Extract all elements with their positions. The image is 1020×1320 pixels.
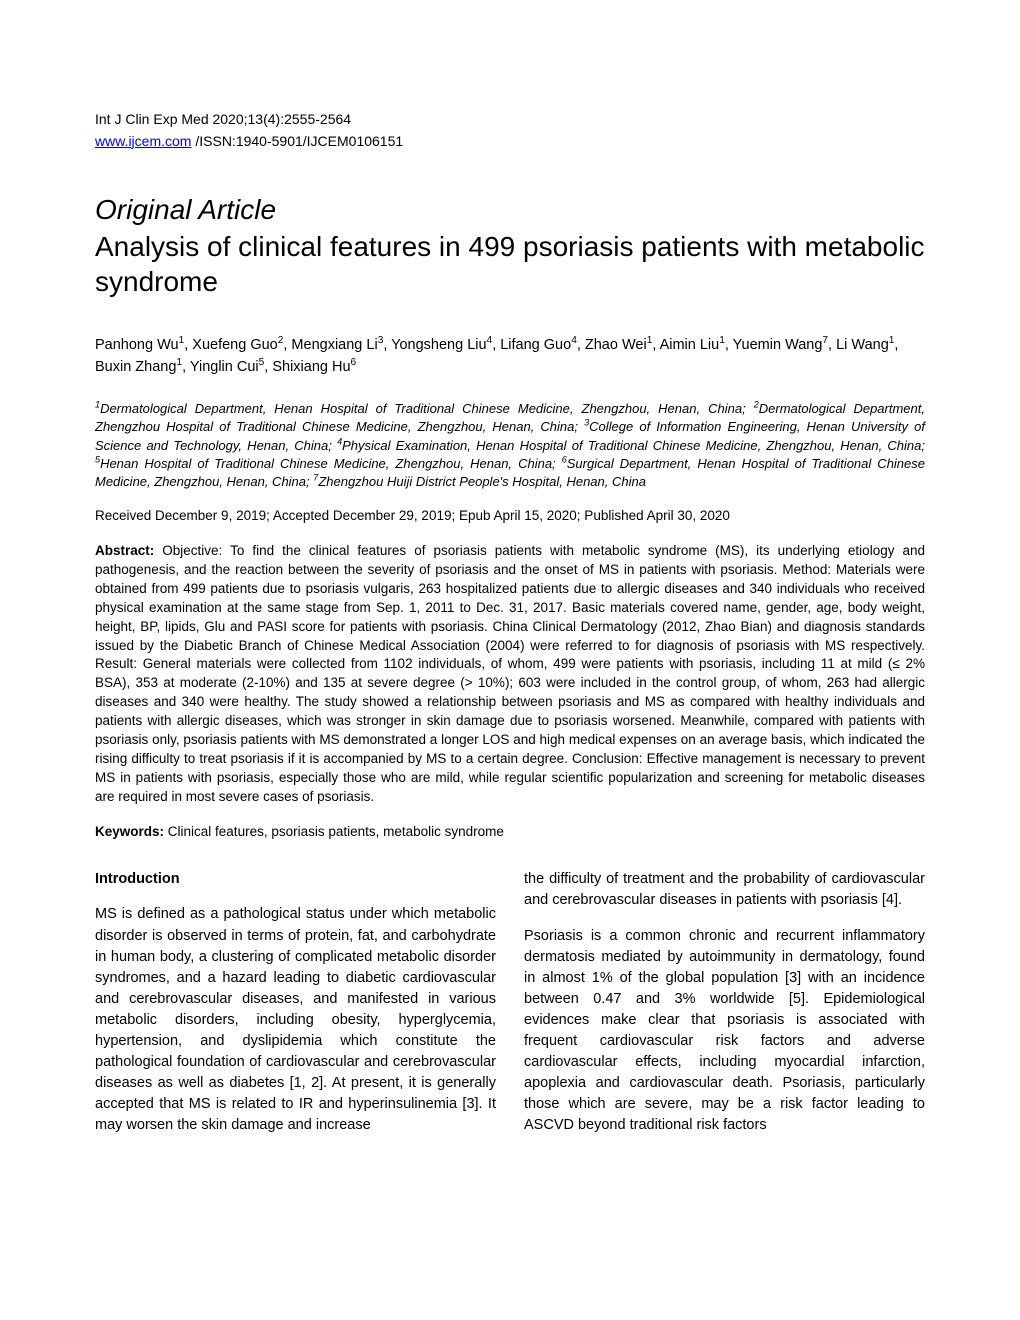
journal-citation: Int J Clin Exp Med 2020;13(4):2555-2564 — [95, 110, 925, 130]
abstract-block: Abstract: Objective: To find the clinica… — [95, 542, 925, 806]
journal-url-line: www.ijcem.com /ISSN:1940-5901/IJCEM01061… — [95, 132, 925, 152]
abstract-label: Abstract: — [95, 543, 154, 558]
keywords-text: Clinical features, psoriasis patients, m… — [164, 824, 504, 839]
journal-url[interactable]: www.ijcem.com — [95, 133, 191, 149]
authors-list: Panhong Wu1, Xuefeng Guo2, Mengxiang Li3… — [95, 335, 925, 379]
intro-para-2: Psoriasis is a common chronic and recurr… — [524, 926, 925, 1136]
intro-para-1-cont: the difficulty of treatment and the prob… — [524, 869, 925, 911]
left-column: Introduction MS is defined as a patholog… — [95, 869, 496, 1149]
article-title: Analysis of clinical features in 499 pso… — [95, 229, 925, 299]
body-columns: Introduction MS is defined as a patholog… — [95, 869, 925, 1149]
keywords-block: Keywords: Clinical features, psoriasis p… — [95, 823, 925, 842]
journal-issn: /ISSN:1940-5901/IJCEM0106151 — [191, 133, 403, 149]
introduction-heading: Introduction — [95, 869, 496, 890]
keywords-label: Keywords: — [95, 824, 164, 839]
publication-dates: Received December 9, 2019; Accepted Dece… — [95, 507, 925, 526]
affiliations: 1Dermatological Department, Henan Hospit… — [95, 400, 925, 491]
article-type: Original Article — [95, 193, 925, 227]
right-column: the difficulty of treatment and the prob… — [524, 869, 925, 1149]
intro-para-1: MS is defined as a pathological status u… — [95, 904, 496, 1135]
abstract-text: Objective: To find the clinical features… — [95, 543, 925, 804]
